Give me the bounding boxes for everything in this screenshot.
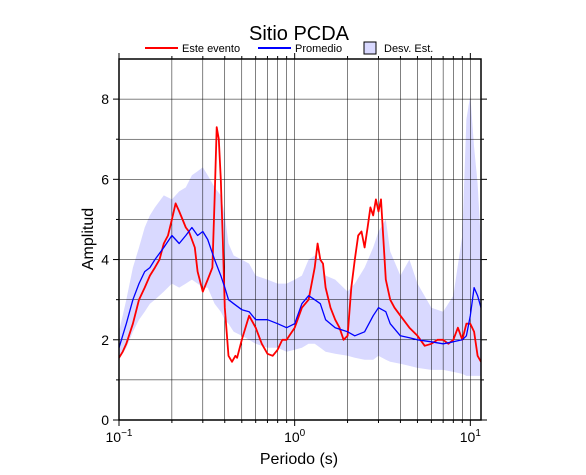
x-axis-label: Periodo (s) bbox=[260, 451, 338, 468]
y-tick-label: 0 bbox=[101, 412, 109, 428]
legend-item: Este evento bbox=[145, 43, 240, 55]
legend-label: Desv. Est. bbox=[384, 43, 433, 55]
series-layer bbox=[119, 126, 481, 363]
y-axis-label: Amplitud bbox=[80, 208, 97, 270]
series-este-evento bbox=[119, 126, 481, 363]
legend-swatch-desv-est bbox=[363, 41, 377, 55]
y-tick-label: 2 bbox=[101, 332, 109, 348]
x-tick-label: 101 bbox=[460, 428, 482, 445]
series-promedio bbox=[119, 226, 481, 348]
legend: Este evento Promedio Desv. Est. bbox=[145, 41, 433, 55]
y-tick-label: 8 bbox=[101, 91, 109, 107]
legend-item: Promedio bbox=[258, 43, 342, 55]
axis-layer: 0 2 4 6 8 10−1 100 101 bbox=[101, 53, 487, 445]
legend-label: Promedio bbox=[295, 43, 342, 55]
chart-title: Sitio PCDA bbox=[249, 23, 350, 45]
std-band bbox=[119, 95, 481, 376]
legend-item: Desv. Est. bbox=[363, 41, 433, 55]
plot-frame bbox=[118, 58, 482, 421]
x-tick-label: 100 bbox=[284, 428, 306, 445]
y-tick-label: 4 bbox=[101, 252, 109, 268]
std-band-layer bbox=[119, 95, 481, 376]
y-tick-label: 6 bbox=[101, 171, 109, 187]
x-tick-label: 10−1 bbox=[106, 428, 133, 445]
legend-label: Este evento bbox=[182, 43, 240, 55]
